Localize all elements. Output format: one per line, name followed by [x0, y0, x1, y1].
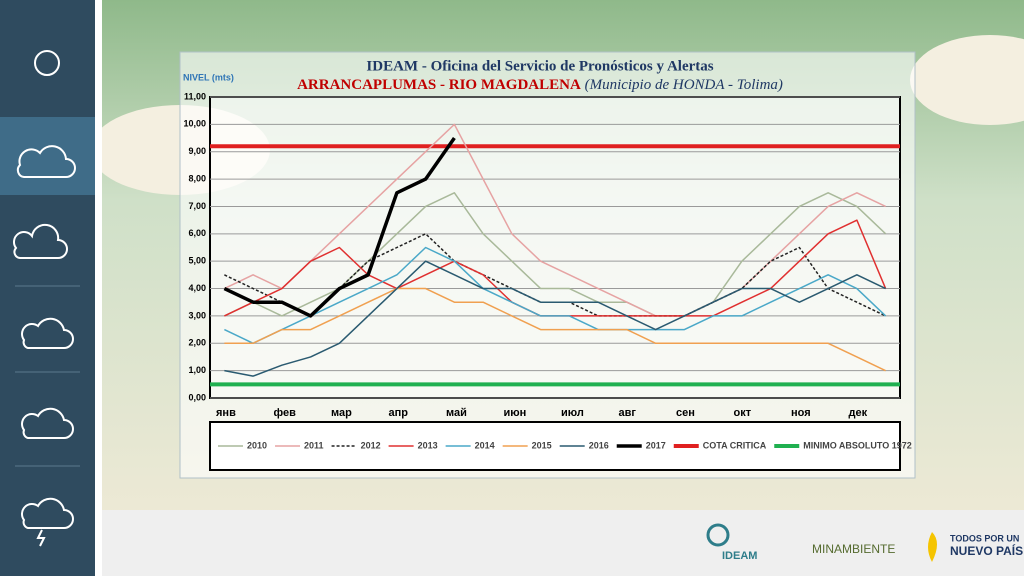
x-tick-label: ноя [791, 407, 811, 419]
legend-label: 2017 [646, 440, 666, 450]
subtitle-note: (Municipio de HONDA - Tolima) [585, 77, 783, 93]
x-tick-label: июл [561, 407, 584, 419]
legend-label: 2014 [475, 440, 495, 450]
x-tick-label: фев [274, 407, 297, 419]
plot-area [209, 96, 901, 399]
footer-band [102, 510, 1024, 576]
y-tick-label: 0,00 [188, 392, 206, 402]
y-tick-label: 3,00 [188, 310, 206, 320]
legend-label: 2010 [247, 440, 267, 450]
series-line [224, 246, 887, 345]
subtitle-main: ARRANCAPLUMAS - RIO MAGDALENA [297, 77, 581, 93]
x-tick-label: апр [389, 407, 409, 419]
legend-label: 2016 [589, 440, 609, 450]
x-tick-label: сен [676, 407, 695, 419]
legend-label: MINIMO ABSOLUTO 1972 [803, 440, 912, 450]
y-tick-label: 1,00 [188, 365, 206, 375]
legend-label: 2015 [532, 440, 552, 450]
series-line [224, 260, 886, 377]
series-line [224, 287, 886, 372]
ideam-logo: IDEAM [722, 550, 757, 562]
x-tick-label: май [446, 407, 467, 419]
sidebar-active [0, 117, 95, 195]
chart-subtitle: ARRANCAPLUMAS - RIO MAGDALENA (Municipio… [297, 77, 783, 93]
series-line [224, 123, 886, 317]
y-tick-label: 9,00 [188, 146, 206, 156]
y-axis-label: NIVEL (mts) [183, 72, 234, 82]
y-tick-label: 6,00 [188, 228, 206, 238]
ideam-icon [706, 523, 730, 547]
flag-icon [928, 532, 937, 562]
legend-label: COTA CRITICA [703, 440, 767, 450]
weather-icons [13, 50, 76, 547]
legend-label: 2013 [418, 440, 438, 450]
x-tick-label: мар [331, 407, 352, 419]
slogan-main: NUEVO PAÍS [950, 543, 1023, 558]
y-tick-label: 4,00 [188, 283, 206, 293]
x-tick-label: июн [504, 407, 527, 419]
series-line [223, 137, 456, 318]
sidebar-separators [15, 285, 80, 467]
y-tick-label: 7,00 [188, 201, 206, 211]
cloud [910, 35, 1024, 125]
x-tick-label: окт [734, 407, 752, 419]
x-tick-label: авг [619, 407, 637, 419]
y-tick-label: 2,00 [188, 338, 206, 348]
chart-title: IDEAM - Oficina del Servicio de Pronósti… [366, 58, 713, 74]
y-tick-label: 11,00 [184, 91, 206, 101]
x-tick-label: дек [849, 407, 868, 419]
y-tick-label: 5,00 [188, 256, 206, 266]
x-tick-label: янв [216, 407, 236, 419]
y-tick-label: 8,00 [188, 173, 206, 183]
legend-label: 2012 [361, 440, 381, 450]
minambiente-logo: MINAMBIENTE [812, 542, 895, 556]
sidebar [0, 0, 95, 576]
legend-label: 2011 [304, 440, 324, 450]
slogan-top: TODOS POR UN [950, 533, 1019, 543]
y-tick-label: 10,00 [183, 119, 206, 129]
divider [95, 0, 102, 576]
